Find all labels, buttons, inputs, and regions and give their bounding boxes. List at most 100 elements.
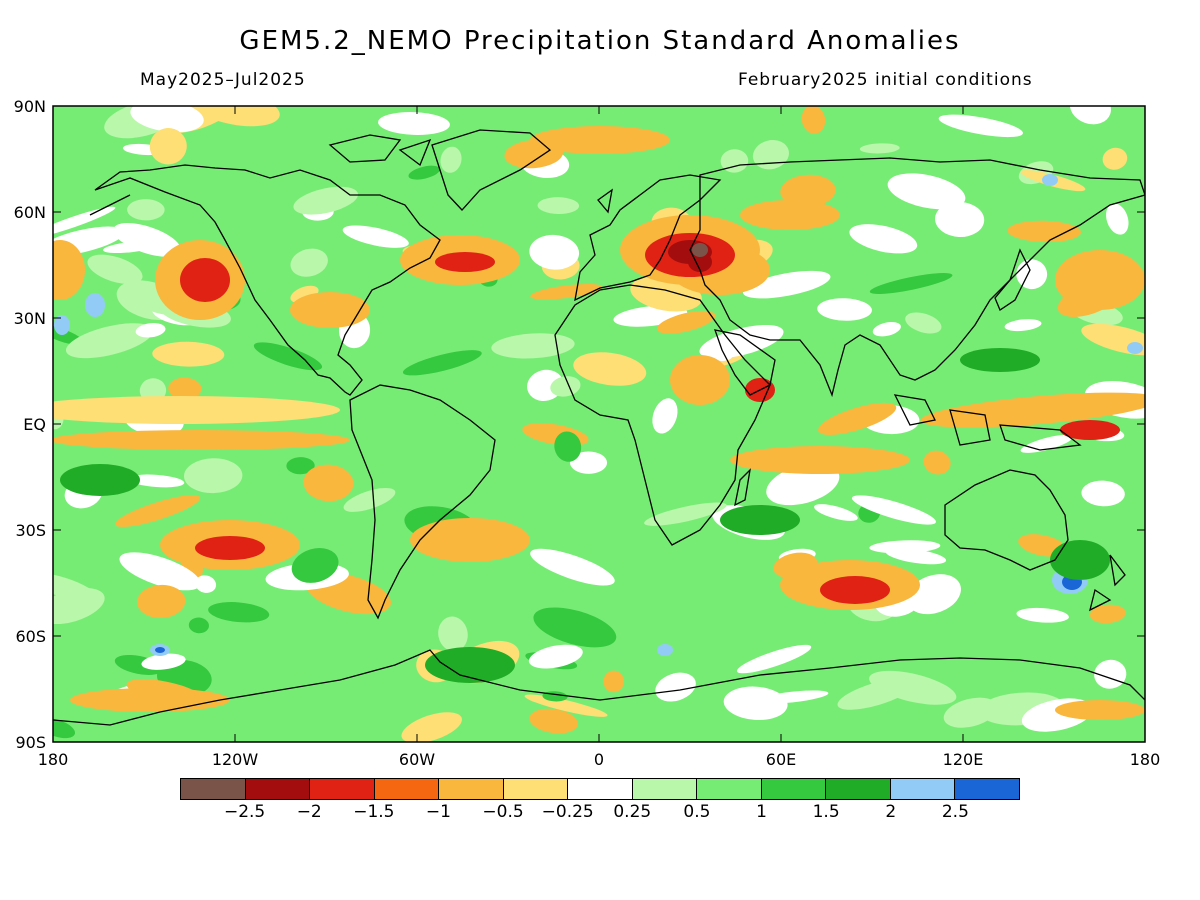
anomaly-patch bbox=[208, 602, 270, 623]
anomaly-patch bbox=[1089, 604, 1126, 624]
axis-ticks bbox=[52, 105, 1146, 743]
anomaly-patch bbox=[54, 315, 70, 335]
anomaly-patch bbox=[65, 323, 153, 359]
lat-label-eq: EQ bbox=[23, 415, 46, 434]
anomaly-patch bbox=[70, 688, 230, 712]
anomaly-patch bbox=[530, 283, 603, 300]
anomaly-patch bbox=[408, 165, 441, 180]
anomaly-patch bbox=[960, 348, 1040, 372]
anomaly-patch bbox=[1081, 480, 1125, 507]
anomaly-patch bbox=[135, 323, 166, 338]
anomaly-patch bbox=[53, 430, 350, 450]
anomaly-patch bbox=[720, 149, 749, 173]
anomaly-patch bbox=[253, 342, 323, 371]
colorbar-swatch bbox=[181, 779, 246, 799]
anomaly-patch bbox=[851, 495, 936, 525]
anomaly-patch bbox=[402, 350, 482, 376]
anomaly-patch bbox=[766, 463, 840, 506]
anomaly-patch bbox=[113, 223, 181, 257]
anomaly-patch bbox=[1055, 250, 1145, 310]
colorbar-label: −0.5 bbox=[482, 802, 524, 822]
lon-label-120e: 120E bbox=[942, 750, 984, 769]
anomaly-patch bbox=[644, 502, 727, 526]
anomaly-patch bbox=[119, 552, 201, 591]
anomaly-patch bbox=[53, 718, 76, 739]
lat-label-60n: 60N bbox=[13, 203, 46, 222]
anomaly-patch bbox=[529, 234, 580, 270]
anomaly-patch bbox=[85, 293, 105, 317]
lat-label-60s: 60S bbox=[15, 627, 46, 646]
anomaly-patch bbox=[53, 240, 85, 300]
anomaly-patch bbox=[440, 146, 462, 173]
anomaly-field bbox=[53, 106, 1145, 742]
anomaly-patch bbox=[293, 186, 359, 215]
anomaly-patch bbox=[887, 173, 966, 210]
anomaly-patch bbox=[780, 174, 836, 208]
anomaly-patch bbox=[524, 694, 608, 717]
anomaly-patch bbox=[657, 310, 716, 334]
anomaly-patch bbox=[195, 575, 217, 593]
anomaly-patch bbox=[1069, 106, 1111, 125]
anomaly-patch bbox=[87, 254, 143, 284]
lon-label-0: 0 bbox=[593, 750, 605, 769]
anomaly-patch bbox=[736, 644, 812, 674]
colorbar-swatch bbox=[890, 779, 956, 799]
colorbar-label: 0.25 bbox=[613, 802, 652, 822]
anomaly-patch bbox=[1127, 342, 1143, 354]
anomaly-patch bbox=[1106, 203, 1129, 235]
anomaly-patch bbox=[1042, 174, 1058, 186]
anomaly-patch bbox=[180, 258, 230, 302]
lon-label-60w: 60W bbox=[398, 750, 436, 769]
anomaly-patch bbox=[1055, 700, 1145, 720]
anomaly-patch bbox=[1050, 540, 1110, 580]
anomaly-patch bbox=[491, 333, 575, 359]
anomaly-patch bbox=[872, 321, 901, 337]
colorbar-swatch bbox=[310, 779, 375, 799]
anomaly-patch bbox=[923, 450, 951, 475]
colorbar-label: −1 bbox=[425, 802, 451, 822]
lon-label-120w: 120W bbox=[211, 750, 259, 769]
map-title: GEM5.2_NEMO Precipitation Standard Anoma… bbox=[239, 26, 961, 56]
lat-label-30n: 30N bbox=[13, 309, 46, 328]
anomaly-patch bbox=[817, 298, 872, 321]
anomaly-patch bbox=[670, 355, 730, 405]
anomaly-patch bbox=[529, 708, 578, 734]
anomaly-patch bbox=[869, 273, 953, 294]
colorbar-swatch bbox=[374, 779, 440, 799]
anomaly-patch bbox=[655, 672, 696, 702]
anomaly-patch bbox=[720, 505, 800, 535]
anomaly-patch bbox=[195, 536, 265, 560]
anomaly-patch bbox=[53, 587, 105, 625]
anomaly-patch bbox=[435, 252, 495, 272]
anomaly-patch bbox=[1004, 319, 1042, 332]
colorbar-swatch bbox=[245, 779, 311, 799]
anomaly-patch bbox=[152, 341, 225, 367]
anomaly-patch bbox=[849, 224, 918, 254]
anomaly-patch bbox=[188, 617, 209, 634]
anomaly-patch bbox=[1016, 607, 1069, 623]
forecast-period: May2025–Jul2025 bbox=[140, 70, 306, 90]
colorbar bbox=[180, 778, 1020, 800]
anomaly-patch bbox=[740, 200, 840, 230]
anomaly-patch bbox=[291, 548, 339, 583]
anomaly-patch bbox=[103, 241, 159, 254]
anomaly-patch bbox=[554, 431, 582, 462]
anomaly-patch bbox=[692, 243, 708, 257]
anomaly-patch bbox=[657, 644, 673, 656]
anomaly-patch bbox=[837, 678, 915, 710]
anomaly-patch bbox=[1060, 420, 1120, 440]
lon-label-60e: 60E bbox=[765, 750, 797, 769]
colorbar-swatch bbox=[503, 779, 569, 799]
anomaly-patch bbox=[801, 106, 826, 134]
anomaly-patch bbox=[530, 126, 670, 154]
anomaly-patch bbox=[820, 576, 890, 604]
anomaly-patch bbox=[537, 197, 580, 214]
anomaly-patch bbox=[60, 464, 140, 496]
anomaly-patch bbox=[869, 540, 941, 554]
lon-label-180w: 180 bbox=[37, 750, 69, 769]
anomaly-patch bbox=[603, 670, 624, 693]
anomaly-patch bbox=[168, 377, 202, 400]
anomaly-patch bbox=[290, 292, 370, 328]
colorbar-swatch bbox=[761, 779, 827, 799]
